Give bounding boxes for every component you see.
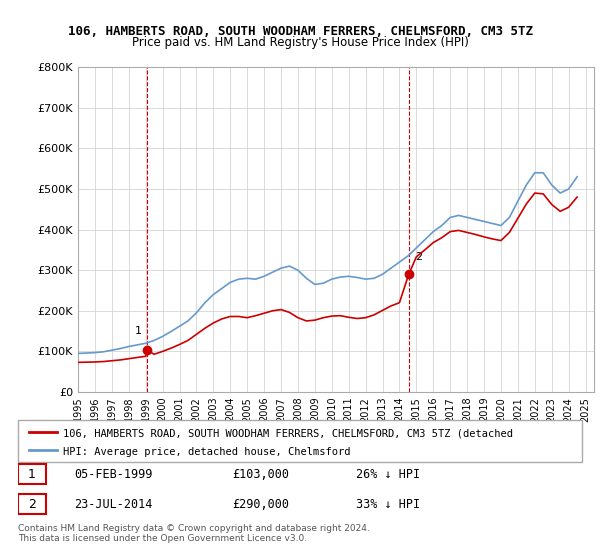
Text: Contains HM Land Registry data © Crown copyright and database right 2024.
This d: Contains HM Land Registry data © Crown c… (18, 524, 370, 543)
Text: 106, HAMBERTS ROAD, SOUTH WOODHAM FERRERS, CHELMSFORD, CM3 5TZ (detached: 106, HAMBERTS ROAD, SOUTH WOODHAM FERRER… (63, 428, 513, 438)
Text: Price paid vs. HM Land Registry's House Price Index (HPI): Price paid vs. HM Land Registry's House … (131, 36, 469, 49)
Text: HPI: Average price, detached house, Chelmsford: HPI: Average price, detached house, Chel… (63, 447, 350, 457)
FancyBboxPatch shape (18, 494, 46, 514)
Text: 1: 1 (135, 326, 142, 336)
Text: 26% ↓ HPI: 26% ↓ HPI (356, 468, 421, 481)
Text: 2: 2 (415, 252, 422, 262)
Text: £103,000: £103,000 (232, 468, 289, 481)
Text: 106, HAMBERTS ROAD, SOUTH WOODHAM FERRERS, CHELMSFORD, CM3 5TZ: 106, HAMBERTS ROAD, SOUTH WOODHAM FERRER… (67, 25, 533, 38)
Text: 2: 2 (28, 497, 36, 511)
Text: £290,000: £290,000 (232, 497, 289, 511)
FancyBboxPatch shape (18, 420, 582, 462)
Text: 33% ↓ HPI: 33% ↓ HPI (356, 497, 421, 511)
Text: 23-JUL-2014: 23-JUL-2014 (74, 497, 153, 511)
Text: 1: 1 (28, 468, 36, 481)
FancyBboxPatch shape (18, 464, 46, 484)
Text: 05-FEB-1999: 05-FEB-1999 (74, 468, 153, 481)
